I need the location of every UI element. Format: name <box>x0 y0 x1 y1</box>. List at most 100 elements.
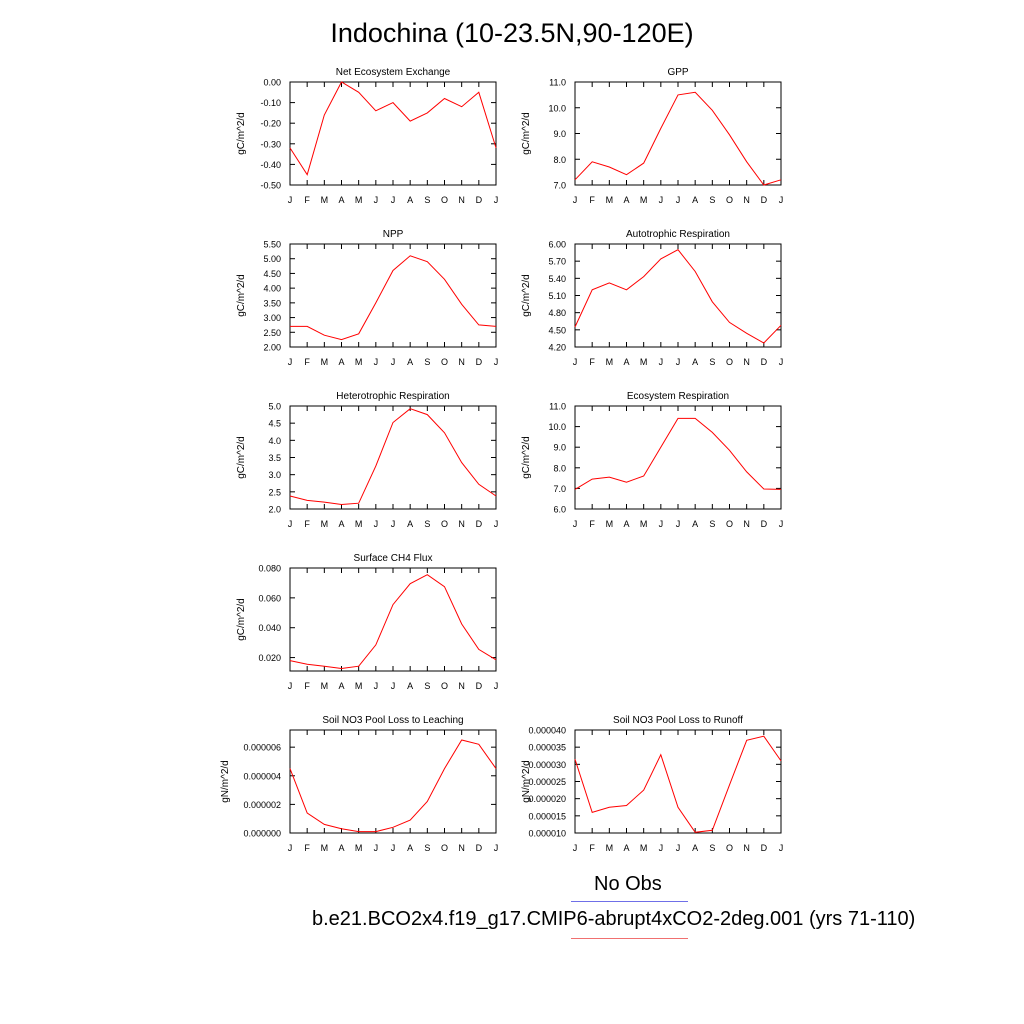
ecosystem-respiration-xtick-label: A <box>623 519 629 529</box>
gpp-xtick-label: M <box>606 195 614 205</box>
gpp-xtick-label: A <box>692 195 698 205</box>
npp-ytick-label: 2.00 <box>263 343 281 353</box>
gpp-plot-frame <box>574 81 782 186</box>
net-ecosystem-exchange-ytick-label: -0.20 <box>260 119 281 129</box>
ecosystem-respiration-xtick-label: J <box>779 519 784 529</box>
ecosystem-respiration-xtick-label: M <box>606 519 614 529</box>
ecosystem-respiration-plot-frame <box>574 405 782 510</box>
soil-no3-pool-loss-to-runoff-series-line <box>574 735 782 833</box>
surface-ch4-flux-title: Surface CH4 Flux <box>354 553 433 564</box>
soil-no3-pool-loss-to-leaching-ytick-label: 0.000006 <box>243 743 281 753</box>
ecosystem-respiration-ytick-label: 7.0 <box>553 484 566 494</box>
soil-no3-pool-loss-to-leaching-ytick-label: 0.000004 <box>243 771 281 781</box>
heterotrophic-respiration-xtick-label: S <box>424 519 430 529</box>
heterotrophic-respiration-ytick-label: 4.5 <box>268 419 281 429</box>
soil-no3-pool-loss-to-runoff-ytick-label: 0.000025 <box>528 777 566 787</box>
npp-ylabel: gC/m^2/d <box>236 274 247 317</box>
net-ecosystem-exchange-xtick-label: F <box>304 195 310 205</box>
npp-ytick-label: 2.50 <box>263 328 281 338</box>
soil-no3-pool-loss-to-leaching-chart: Soil NO3 Pool Loss to Leaching gN/m^2/d J F… <box>220 715 498 853</box>
npp-xtick-label: S <box>424 357 430 367</box>
surface-ch4-flux-ytick-label: 0.020 <box>258 653 281 663</box>
soil-no3-pool-loss-to-runoff-xtick-label: O <box>726 843 733 853</box>
net-ecosystem-exchange-ytick-label: -0.30 <box>260 139 281 149</box>
soil-no3-pool-loss-to-runoff-ytick-label: 0.000020 <box>528 794 566 804</box>
gpp-xtick-label: D <box>761 195 768 205</box>
ecosystem-respiration-ytick-label: 6.0 <box>553 505 566 515</box>
npp-plot-frame <box>289 243 497 348</box>
autotrophic-respiration-xtick-label: O <box>726 357 733 367</box>
autotrophic-respiration-xtick-label: F <box>589 357 595 367</box>
ecosystem-respiration-ytick-label: 9.0 <box>553 443 566 453</box>
surface-ch4-flux-ytick-label: 0.060 <box>258 593 281 603</box>
heterotrophic-respiration-ytick-label: 3.0 <box>268 470 281 480</box>
soil-no3-pool-loss-to-runoff-ytick-label: 0.000010 <box>528 829 566 839</box>
ecosystem-respiration-xtick-label: A <box>692 519 698 529</box>
autotrophic-respiration-xtick-label: N <box>743 357 750 367</box>
gpp-xtick-label: O <box>726 195 733 205</box>
ecosystem-respiration-xtick-label: J <box>573 519 578 529</box>
soil-no3-pool-loss-to-runoff-xtick-label: F <box>589 843 595 853</box>
net-ecosystem-exchange-xtick-label: J <box>374 195 379 205</box>
surface-ch4-flux-xtick-label: A <box>407 681 413 691</box>
net-ecosystem-exchange-xtick-label: A <box>338 195 344 205</box>
soil-no3-pool-loss-to-leaching-ytick-label: 0.000002 <box>243 800 281 810</box>
net-ecosystem-exchange-ytick-label: -0.10 <box>260 98 281 108</box>
autotrophic-respiration-series-line <box>574 249 782 344</box>
gpp-xtick-label: J <box>779 195 784 205</box>
ecosystem-respiration-xtick-label: S <box>709 519 715 529</box>
heterotrophic-respiration-ytick-label: 2.0 <box>268 505 281 515</box>
gpp-series-line <box>574 91 782 186</box>
surface-ch4-flux-xtick-label: F <box>304 681 310 691</box>
autotrophic-respiration-xtick-label: J <box>779 357 784 367</box>
heterotrophic-respiration-xtick-label: O <box>441 519 448 529</box>
npp-title: NPP <box>383 229 404 240</box>
ecosystem-respiration-series-line <box>574 417 782 490</box>
autotrophic-respiration-ytick-label: 5.10 <box>548 291 566 301</box>
autotrophic-respiration-ytick-label: 5.40 <box>548 274 566 284</box>
net-ecosystem-exchange-xtick-label: J <box>288 195 293 205</box>
heterotrophic-respiration-xtick-label: M <box>321 519 329 529</box>
soil-no3-pool-loss-to-leaching-xtick-label: O <box>441 843 448 853</box>
soil-no3-pool-loss-to-runoff-xtick-label: M <box>640 843 648 853</box>
net-ecosystem-exchange-ylabel: gC/m^2/d <box>236 112 247 155</box>
soil-no3-pool-loss-to-runoff-xtick-label: A <box>623 843 629 853</box>
npp-ytick-label: 4.50 <box>263 269 281 279</box>
soil-no3-pool-loss-to-runoff-xtick-label: D <box>761 843 768 853</box>
soil-no3-pool-loss-to-runoff-ylabel: gN/m^2/d <box>521 760 532 803</box>
heterotrophic-respiration-plot-frame <box>289 405 497 510</box>
surface-ch4-flux-xtick-label: J <box>374 681 379 691</box>
npp-xtick-label: F <box>304 357 310 367</box>
soil-no3-pool-loss-to-runoff-ytick-label: 0.000035 <box>528 743 566 753</box>
heterotrophic-respiration-xtick-label: J <box>494 519 499 529</box>
heterotrophic-respiration-xtick-label: A <box>338 519 344 529</box>
soil-no3-pool-loss-to-runoff-xtick-label: J <box>779 843 784 853</box>
autotrophic-respiration-ytick-label: 4.50 <box>548 325 566 335</box>
heterotrophic-respiration-ytick-label: 3.5 <box>268 453 281 463</box>
ecosystem-respiration-xtick-label: F <box>589 519 595 529</box>
gpp-xtick-label: N <box>743 195 750 205</box>
legend-label-no-obs: No Obs <box>594 873 662 895</box>
heterotrophic-respiration-xtick-label: J <box>374 519 379 529</box>
gpp-xtick-label: M <box>640 195 648 205</box>
autotrophic-respiration-xtick-label: D <box>761 357 768 367</box>
autotrophic-respiration-plot-frame <box>574 243 782 348</box>
soil-no3-pool-loss-to-leaching-xtick-label: F <box>304 843 310 853</box>
gpp-ylabel: gC/m^2/d <box>521 112 532 155</box>
net-ecosystem-exchange-plot-frame <box>289 81 497 186</box>
npp-ytick-label: 4.00 <box>263 284 281 294</box>
soil-no3-pool-loss-to-leaching-xtick-label: J <box>374 843 379 853</box>
soil-no3-pool-loss-to-runoff-xtick-label: J <box>659 843 664 853</box>
legend-line-model-run <box>571 938 688 939</box>
heterotrophic-respiration-xtick-label: J <box>391 519 396 529</box>
legend-label-model-run: b.e21.BCO2x4.f19_g17.CMIP6-abrupt4xCO2-2… <box>312 908 916 930</box>
surface-ch4-flux-xtick-label: S <box>424 681 430 691</box>
npp-xtick-label: D <box>476 357 483 367</box>
ecosystem-respiration-ylabel: gC/m^2/d <box>521 436 532 479</box>
gpp-ytick-label: 7.0 <box>553 181 566 191</box>
npp-ytick-label: 3.00 <box>263 313 281 323</box>
npp-xtick-label: A <box>338 357 344 367</box>
autotrophic-respiration-xtick-label: S <box>709 357 715 367</box>
